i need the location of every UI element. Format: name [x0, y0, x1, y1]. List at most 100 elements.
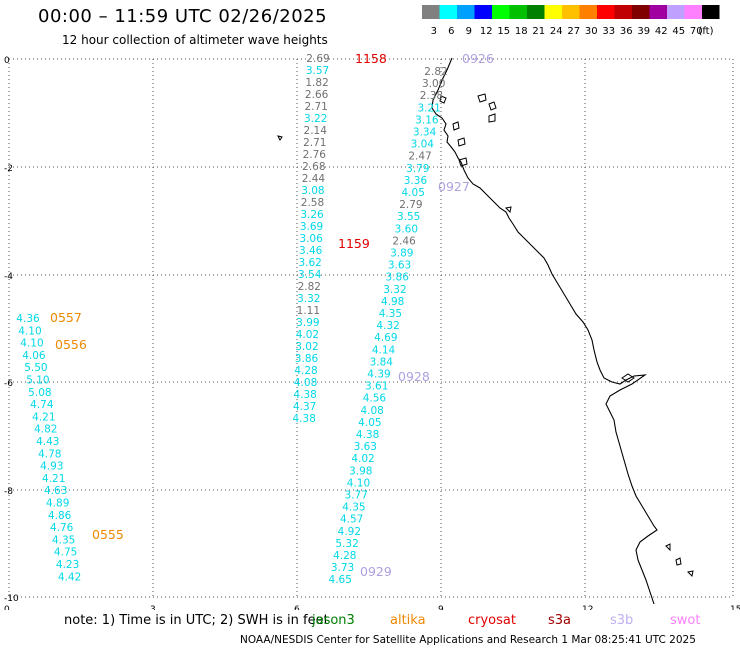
wave-height-value: 3.04	[411, 139, 435, 151]
x-tick-label: 3	[150, 605, 156, 610]
wave-height-value: 4.37	[293, 401, 316, 413]
legend-swatch	[457, 5, 475, 19]
pass-time-labels: 1158 0926 0927 1159 0928 0929 0557 0556 0555	[50, 51, 494, 579]
legend-swatch	[474, 5, 492, 19]
legend-swatch	[422, 5, 440, 19]
legend-label: 15	[497, 26, 510, 36]
wave-height-value: 3.77	[345, 490, 368, 502]
wave-height-value: 2.71	[303, 137, 326, 149]
wave-height-value: 4.10	[18, 325, 41, 337]
y-tick-label: -8	[4, 487, 13, 497]
island-shape	[686, 570, 694, 578]
wave-height-value: 4.63	[44, 485, 67, 497]
wave-height-value: 3.86	[386, 272, 410, 284]
wave-height-value: 3.60	[395, 223, 418, 235]
wave-height-value: 4.42	[58, 571, 81, 583]
x-tick-label: 0	[4, 605, 10, 610]
wave-height-value: 3.26	[300, 209, 324, 221]
y-tick-label: 0	[4, 56, 10, 66]
legend-label: 9	[466, 26, 472, 36]
map-grid: 0 3 6 9 12 15 0 -2 -4 -6 -8 -10	[4, 56, 740, 610]
wave-height-value: 4.65	[329, 574, 352, 586]
legend-swatch	[649, 5, 667, 19]
footer-note: note: 1) Time is in UTC; 2) SWH is in fe…	[64, 613, 329, 628]
legend-swatch	[702, 5, 720, 19]
wave-height-value: 3.22	[304, 113, 327, 125]
x-tick-label: 9	[438, 605, 444, 610]
wave-height-value: 2.46	[392, 235, 416, 247]
pass-time-label: 0929	[360, 564, 392, 579]
legend-label: 24	[550, 26, 563, 36]
legend-label: 6	[448, 26, 454, 36]
wave-height-value: 4.69	[374, 332, 397, 344]
wave-height-value: 4.06	[22, 350, 46, 362]
wave-height-value: 4.08	[360, 405, 383, 417]
wave-height-value: 4.92	[338, 526, 361, 538]
wave-height-value: 4.74	[30, 399, 54, 411]
x-tick-label: 12	[582, 605, 593, 610]
satellite-name: cryosat	[468, 613, 516, 628]
wave-height-value: 4.38	[293, 413, 316, 425]
wave-height-value: 3.99	[296, 317, 319, 329]
wave-height-value: 4.21	[42, 473, 65, 485]
island-shape	[452, 121, 460, 131]
wave-height-value: 4.21	[32, 411, 55, 423]
wave-height-value: 3.34	[413, 127, 437, 139]
wave-height-value: 4.76	[50, 522, 74, 534]
legend-label: 30	[585, 26, 598, 36]
wave-height-value: 4.35	[52, 534, 75, 546]
pass-time-label: 1158	[355, 51, 387, 66]
satellite-name: jason3	[312, 613, 355, 628]
wave-height-value: 4.82	[34, 424, 57, 436]
legend-swatch	[614, 5, 632, 19]
wave-height-value: 4.98	[381, 296, 404, 308]
legend-label: 45	[672, 26, 685, 36]
satellite-name: s3a	[548, 613, 572, 628]
wave-height-value: 3.08	[301, 185, 324, 197]
legend-label: 21	[532, 26, 545, 36]
wave-height-value: 3.21	[417, 102, 440, 114]
legend-swatch	[527, 5, 545, 19]
legend-label: 3	[431, 26, 437, 36]
legend-label: 18	[515, 26, 528, 36]
island-shape	[477, 93, 487, 103]
legend-label: 42	[655, 26, 668, 36]
satellite-name: altika	[390, 613, 426, 628]
legend-label: 27	[567, 26, 580, 36]
wave-height-value: 2.69	[306, 53, 329, 65]
coastline	[277, 57, 694, 605]
wave-height-value: 3.62	[298, 257, 321, 269]
legend-swatch	[684, 5, 702, 19]
coastline-path	[431, 57, 658, 605]
wave-height-value: 2.79	[399, 199, 422, 211]
wave-height-value: 3.00	[422, 78, 445, 90]
wave-height-value: 3.32	[297, 293, 320, 305]
wave-height-value: 3.84	[370, 356, 394, 368]
wave-height-value: 4.28	[294, 365, 317, 377]
wave-height-value: 2.47	[408, 151, 431, 163]
satellite-name: s3b	[610, 613, 634, 628]
y-tick-label: -4	[4, 272, 13, 282]
wave-height-value: 2.38	[420, 90, 443, 102]
island-shape	[277, 135, 283, 141]
wave-height-value: 3.16	[415, 114, 439, 126]
wave-height-map[interactable]: 0 3 6 9 12 150-2-4-6-8-10 2.693.571.822.662.7…	[0, 0, 740, 610]
wave-height-value: 2.82	[424, 66, 447, 78]
island-shape	[488, 101, 497, 111]
wave-height-value: 2.58	[301, 197, 324, 209]
pass-time-label: 0555	[92, 527, 124, 542]
wave-height-value: 4.57	[340, 514, 363, 526]
wave-height-value: 3.86	[295, 353, 319, 365]
wave-height-value: 5.08	[28, 387, 51, 399]
wave-height-value: 4.36	[16, 313, 40, 325]
wave-height-value: 4.35	[379, 308, 402, 320]
wave-height-value: 4.32	[376, 320, 399, 332]
x-tick-label: 6	[294, 605, 300, 610]
wave-height-value: 2.44	[302, 173, 326, 185]
legend-swatch	[597, 5, 615, 19]
wave-height-value: 1.11	[297, 305, 320, 317]
legend-unit: (ft)	[698, 26, 713, 36]
island-shape	[675, 557, 682, 566]
legend-label: 33	[602, 26, 615, 36]
wave-height-value: 4.38	[293, 389, 316, 401]
